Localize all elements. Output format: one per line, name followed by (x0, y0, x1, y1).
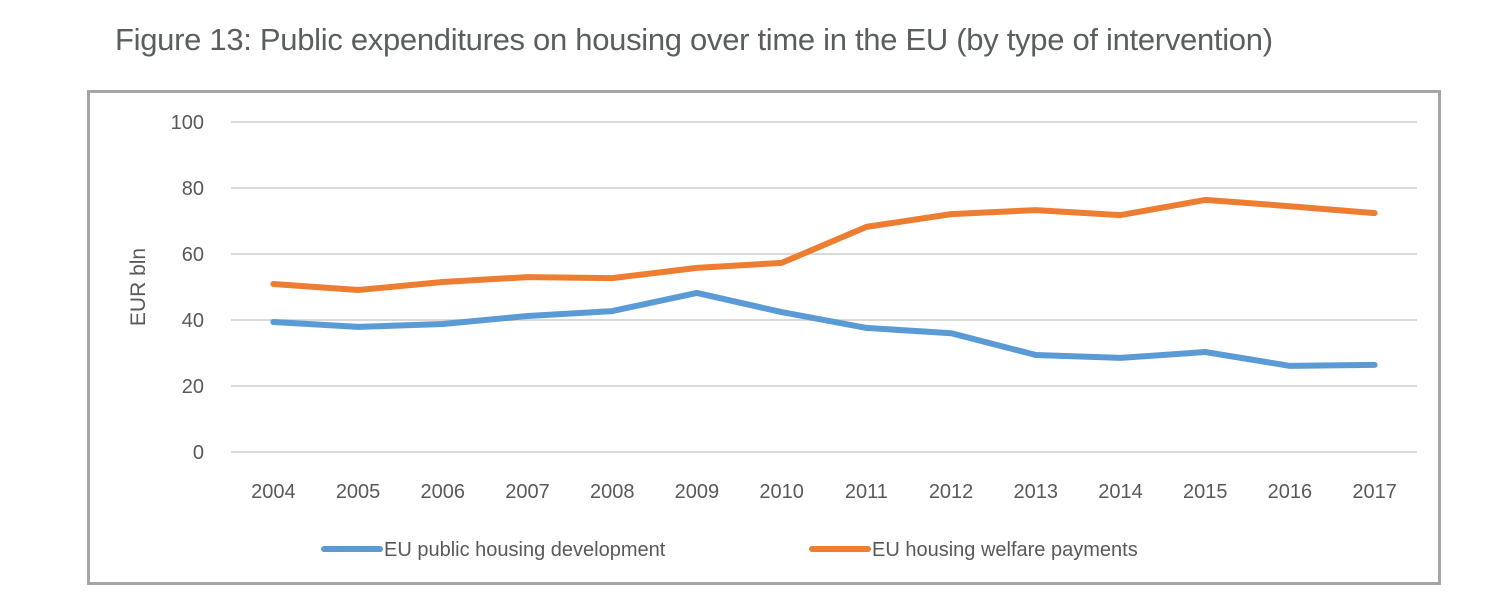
y-axis-title: EUR bln (127, 248, 150, 326)
x-tick-label: 2004 (251, 481, 296, 503)
series-line-housing-welfare-payments (270, 196, 1378, 293)
x-tick-label: 2013 (1014, 481, 1059, 503)
x-tick-label: 2011 (845, 481, 888, 503)
y-tick-label: 100 (171, 112, 204, 134)
y-tick-label: 20 (182, 376, 204, 398)
legend-label: EU housing welfare payments (872, 539, 1138, 561)
y-tick-label: 80 (182, 178, 204, 200)
chart-frame (87, 90, 1441, 585)
y-axis-ticks: 0 20 40 60 80 100 (171, 112, 204, 464)
series-lines (270, 196, 1378, 369)
x-tick-label: 2007 (505, 481, 550, 503)
x-tick-label: 2012 (929, 481, 974, 503)
series-line-public-housing-development (270, 289, 1378, 369)
y-tick-label: 40 (182, 310, 204, 332)
legend: EU public housing development EU housing … (321, 539, 1138, 561)
y-tick-label: 0 (193, 442, 204, 464)
legend-label: EU public housing development (384, 539, 666, 561)
y-tick-label: 60 (182, 244, 204, 266)
x-tick-label: 2016 (1268, 481, 1313, 503)
x-tick-label: 2010 (759, 481, 804, 503)
x-axis-ticks: 2004 2005 2006 2007 2008 2009 2010 2011 2012 2013… (251, 481, 1397, 503)
figure-title: Figure 13: Public expenditures on housin… (115, 22, 1273, 57)
x-tick-label: 2017 (1352, 481, 1397, 503)
x-tick-label: 2009 (675, 481, 720, 503)
x-tick-label: 2008 (590, 481, 635, 503)
x-tick-label: 2005 (336, 481, 381, 503)
x-tick-label: 2015 (1183, 481, 1228, 503)
x-tick-label: 2006 (421, 481, 466, 503)
x-tick-label: 2014 (1098, 481, 1143, 503)
